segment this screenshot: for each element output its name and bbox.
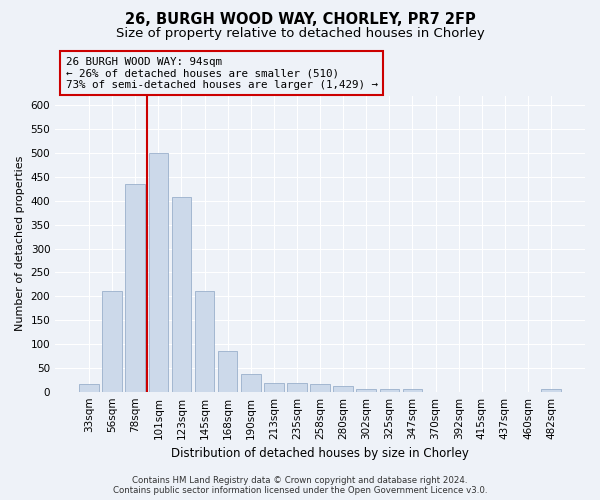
Bar [79, 384, 99, 392]
Bar [310, 384, 330, 392]
Text: Contains HM Land Registry data © Crown copyright and database right 2024.
Contai: Contains HM Land Registry data © Crown c… [113, 476, 487, 495]
Y-axis label: Number of detached properties: Number of detached properties [15, 156, 25, 332]
Bar [264, 383, 284, 392]
Bar [103, 290, 122, 392]
Bar [287, 383, 307, 392]
Bar [125, 184, 145, 392]
Bar [218, 351, 238, 392]
Bar [334, 386, 353, 392]
Bar [172, 197, 191, 392]
Bar [195, 292, 214, 392]
Bar [241, 374, 260, 392]
Bar [403, 390, 422, 392]
Text: Size of property relative to detached houses in Chorley: Size of property relative to detached ho… [116, 28, 484, 40]
Bar [380, 390, 399, 392]
X-axis label: Distribution of detached houses by size in Chorley: Distribution of detached houses by size … [171, 447, 469, 460]
Text: 26 BURGH WOOD WAY: 94sqm
← 26% of detached houses are smaller (510)
73% of semi-: 26 BURGH WOOD WAY: 94sqm ← 26% of detach… [66, 57, 378, 90]
Text: 26, BURGH WOOD WAY, CHORLEY, PR7 2FP: 26, BURGH WOOD WAY, CHORLEY, PR7 2FP [125, 12, 475, 28]
Bar [541, 390, 561, 392]
Bar [149, 153, 168, 392]
Bar [356, 389, 376, 392]
